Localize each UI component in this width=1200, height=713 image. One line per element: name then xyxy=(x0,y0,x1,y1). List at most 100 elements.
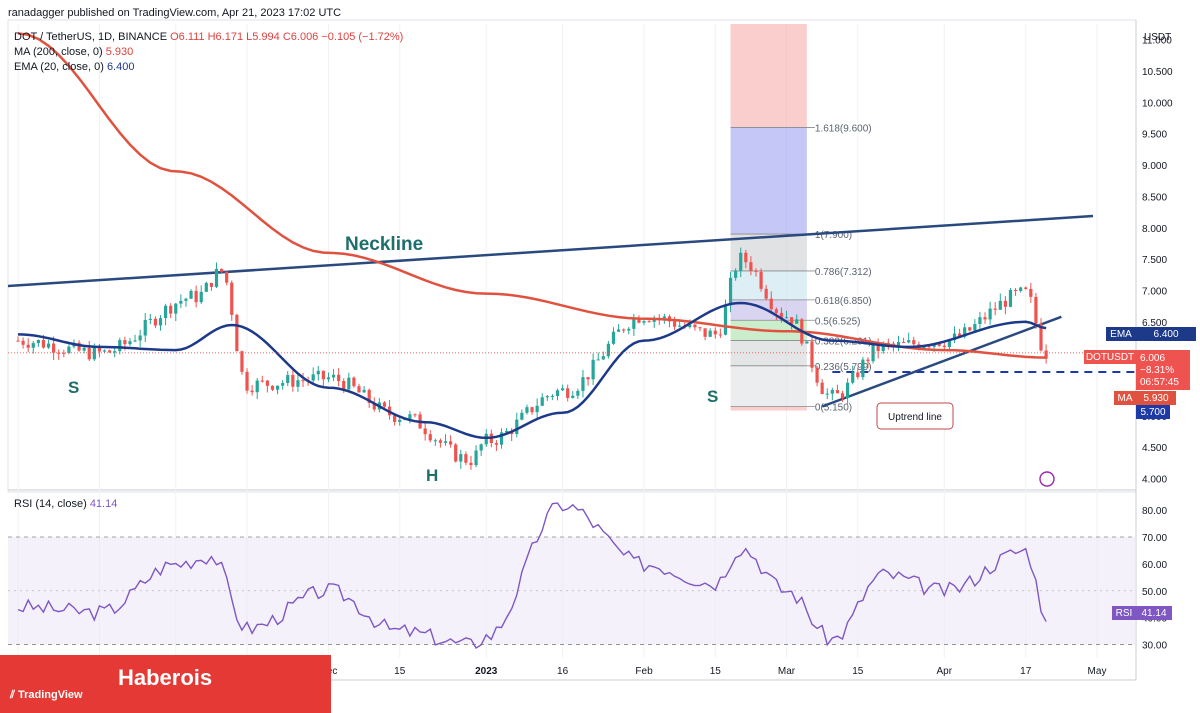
fib-band xyxy=(730,365,807,407)
rsi-line xyxy=(17,502,1047,649)
candle-body xyxy=(1003,300,1007,307)
ema-tag-value-text: 6.400 xyxy=(1153,329,1178,340)
time-tick-label: 17 xyxy=(1020,666,1032,677)
price-tick-label: 8.000 xyxy=(1142,224,1167,235)
candle-body xyxy=(795,319,799,324)
dotusdt-timer: 06:57:45 xyxy=(1140,377,1179,388)
candle-body xyxy=(128,341,132,345)
candle-body xyxy=(779,312,784,318)
price-tick-label: 10.500 xyxy=(1142,67,1173,78)
candle-body xyxy=(998,300,1002,310)
candle-body xyxy=(408,414,412,420)
candle-body xyxy=(479,444,483,451)
candle-body xyxy=(352,377,356,387)
candle-body xyxy=(301,380,305,382)
candle-body xyxy=(790,317,794,324)
rsi-value: 41.14 xyxy=(89,498,118,510)
candle-body xyxy=(988,308,992,320)
rsi-tag-label-box xyxy=(1112,606,1136,620)
fib-level-label: 0.786(7.312) xyxy=(815,267,872,278)
candle-body xyxy=(209,282,214,287)
candle-body xyxy=(449,441,453,445)
candle-body xyxy=(1024,287,1028,289)
candles-group xyxy=(16,247,1048,470)
candle-body xyxy=(393,415,397,422)
candle-body xyxy=(143,319,147,336)
candle-body xyxy=(57,352,61,354)
candle-body xyxy=(459,454,463,462)
price-tick-label: 7.000 xyxy=(1142,286,1167,297)
candle-body xyxy=(230,282,234,315)
candle-body xyxy=(199,291,203,303)
candle-body xyxy=(764,288,768,299)
candle-body xyxy=(321,370,325,380)
left-shoulder-label: S xyxy=(68,378,79,397)
fib-base-band xyxy=(730,406,807,411)
candle-body xyxy=(1039,323,1043,351)
currency-label: USDT xyxy=(1144,32,1171,43)
candle-body xyxy=(723,305,728,335)
ma-200-line xyxy=(17,32,1047,359)
tradingview-label: TradingView xyxy=(17,689,83,701)
candle-body xyxy=(963,327,967,337)
candle-body xyxy=(861,359,865,378)
candle-body xyxy=(179,300,183,304)
candle-body xyxy=(454,444,458,462)
ema-tag-label-text: EMA xyxy=(1110,329,1132,340)
ema-legend[interactable]: EMA (20, close, 0) 6.400 xyxy=(14,61,134,73)
candle-body xyxy=(102,350,107,352)
candle-body xyxy=(846,382,850,399)
candle-body xyxy=(438,440,443,443)
dotusdt-price: 6.006 xyxy=(1140,353,1165,364)
time-tick-label: 15 xyxy=(852,666,864,677)
candle-body xyxy=(342,381,346,390)
time-tick-label: May xyxy=(1088,666,1107,677)
candle-body xyxy=(398,419,402,422)
candle-body xyxy=(774,309,778,313)
fib-level-label: 0(5.150) xyxy=(815,402,852,413)
candle-body xyxy=(973,323,977,331)
rsi-tag-label-text: RSI xyxy=(1116,608,1133,619)
candle-body xyxy=(596,359,600,361)
candle-body xyxy=(138,335,142,341)
dotusdt-change: −8.31% xyxy=(1140,365,1174,376)
candle-body xyxy=(530,407,534,413)
candle-body xyxy=(123,340,127,345)
candle-body xyxy=(413,414,417,416)
candle-body xyxy=(886,342,890,344)
ema-label: EMA (20, close, 0) xyxy=(14,61,104,73)
candle-body xyxy=(728,277,733,306)
candle-body xyxy=(688,324,692,328)
candle-body xyxy=(947,340,952,348)
candle-body xyxy=(678,325,682,327)
candle-body xyxy=(87,347,91,360)
candle-body xyxy=(153,318,158,326)
candle-body xyxy=(703,328,707,337)
time-tick-label: Feb xyxy=(635,666,653,677)
rsi-legend[interactable]: RSI (14, close) 41.14 xyxy=(14,498,117,510)
candle-body xyxy=(505,430,509,433)
rsi-label: RSI (14, close) xyxy=(14,498,87,510)
candle-body xyxy=(41,340,46,348)
candle-body xyxy=(566,388,570,398)
tradingview-logo: ⫽ TradingView xyxy=(10,689,83,701)
candle-body xyxy=(632,317,636,329)
candle-body xyxy=(331,374,336,378)
candle-body xyxy=(499,432,504,445)
candle-body xyxy=(194,290,198,303)
candle-body xyxy=(1019,287,1023,291)
candle-body xyxy=(108,350,112,353)
ohlc-values: O6.111 H6.171 L5.994 C6.006 −0.105 (−1.7… xyxy=(170,31,404,43)
candle-body xyxy=(520,412,524,420)
candle-body xyxy=(851,372,855,383)
candle-body xyxy=(1008,290,1013,307)
candle-body xyxy=(606,343,610,357)
candle-body xyxy=(367,389,371,404)
candle-body xyxy=(591,359,595,380)
time-tick-label: 2023 xyxy=(475,666,498,677)
candle-body xyxy=(433,440,437,442)
candle-body xyxy=(77,342,81,351)
candle-body xyxy=(169,305,173,314)
time-tick-label: Apr xyxy=(937,666,953,677)
ma-legend[interactable]: MA (200, close, 0) 5.930 xyxy=(14,46,133,58)
